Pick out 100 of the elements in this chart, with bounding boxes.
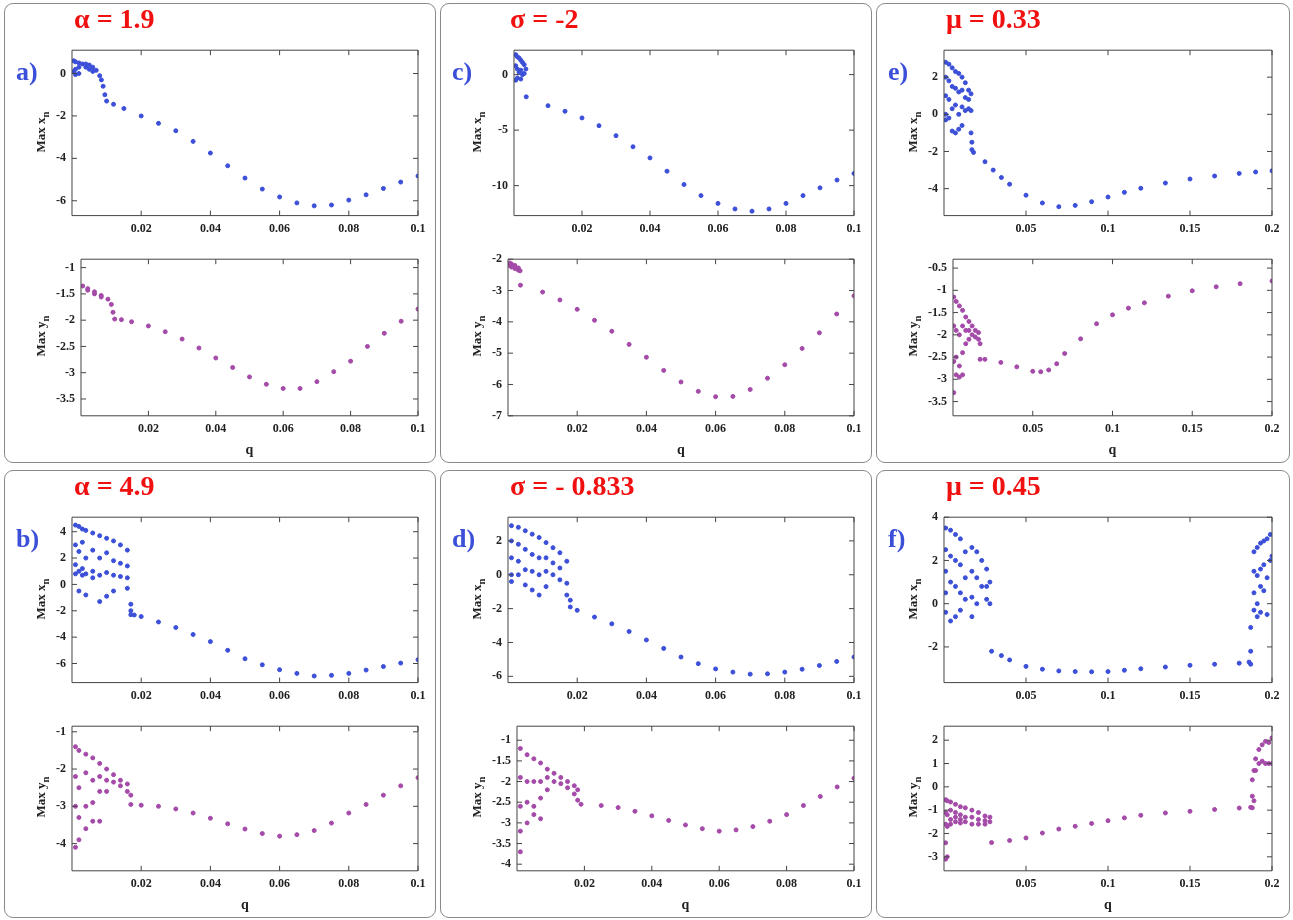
x-tick-label: 0.1	[846, 687, 862, 702]
y-tick-label: -2	[492, 600, 502, 615]
y-tick-label: -1.5	[56, 285, 75, 300]
x-tick-label: 0.08	[775, 220, 797, 235]
chart-title: α = 4.9	[74, 470, 155, 502]
x-tick-label: 0.06	[707, 220, 729, 235]
text: c)	[452, 57, 473, 87]
y-tick-label: -2.5	[492, 794, 511, 809]
y-tick-label: -2	[928, 825, 938, 840]
x-tick-label: 0.08	[774, 421, 796, 436]
y-tick-label: 0	[60, 576, 66, 591]
x-tick-label: 0.15	[1179, 876, 1201, 891]
y-tick-label: -6	[56, 655, 66, 670]
y-tick-label: -1	[937, 282, 947, 297]
x-axis-title: q	[681, 897, 690, 913]
x-tick-label: 0.08	[776, 876, 798, 891]
y-tick-label: -2	[65, 312, 75, 327]
y-tick-label: 0	[60, 65, 66, 80]
y-tick-label: -4	[492, 634, 502, 649]
x-tick-label: 0.08	[338, 876, 360, 891]
x-tick-label: 0.1	[410, 687, 426, 702]
y-tick-label: -1.5	[492, 753, 511, 767]
x-tick-label: 0.02	[566, 421, 588, 436]
y-tick-label: -1	[501, 732, 511, 747]
y-tick-label: -4	[56, 835, 66, 850]
y-tick-label: -4	[501, 856, 511, 871]
y-tick-label: -3	[492, 282, 502, 297]
x-tick-label: 0.08	[338, 220, 360, 235]
y-tick-label: -3	[56, 798, 66, 813]
x-tick-label: 0.2	[1264, 687, 1280, 702]
x-tick-label: 0.2	[1264, 421, 1280, 436]
y-tick-label: 4	[60, 523, 66, 538]
y-tick-label: -2.5	[56, 338, 75, 353]
x-axis-title: q	[241, 897, 250, 913]
chart-title: α = 1.9	[74, 3, 155, 35]
y-tick-label: -1.5	[928, 304, 947, 319]
chart-title: σ = -2	[510, 3, 579, 35]
y-tick-label: -10	[492, 177, 508, 192]
y-tick-label: -6	[56, 192, 66, 207]
y-tick-label: 0	[496, 566, 502, 581]
y-tick-label: 2	[932, 552, 938, 567]
x-tick-label: 0.06	[705, 421, 727, 436]
x-tick-label: 0.06	[708, 876, 730, 891]
x-tick-label: 0.1	[410, 876, 426, 891]
x-tick-label: 0.02	[130, 220, 152, 235]
x-tick-label: 0.05	[1015, 687, 1037, 702]
x-tick-label: 0.2	[1264, 220, 1280, 235]
y-tick-label: -2	[937, 326, 947, 341]
x-tick-label: 0.06	[269, 876, 291, 891]
text: a)	[16, 57, 38, 87]
text: d)	[452, 524, 476, 554]
text: b)	[16, 524, 40, 554]
x-tick-label: 0.02	[130, 687, 152, 702]
y-tick-label: -3.5	[928, 393, 947, 408]
text: f)	[888, 524, 906, 554]
x-tick-label: 0.06	[269, 687, 291, 702]
x-tick-label: 0.04	[635, 421, 657, 436]
y-tick-label: -2	[928, 639, 938, 654]
y-tick-label: 0	[502, 66, 508, 81]
y-tick-label: -3.5	[492, 835, 511, 850]
y-tick-label: -6	[492, 668, 502, 683]
y-tick-label: -3.5	[56, 391, 75, 406]
x-tick-label: 0.06	[705, 687, 727, 702]
x-tick-label: 0.04	[199, 220, 221, 235]
y-tick-label: -1	[56, 723, 66, 738]
x-tick-label: 0.02	[130, 876, 152, 891]
x-tick-label: 0.1	[1100, 687, 1116, 702]
y-tick-label: -4	[928, 180, 938, 195]
x-tick-label: 0.02	[566, 687, 588, 702]
x-tick-label: 0.06	[272, 421, 294, 436]
y-tick-label: -0.5	[928, 260, 947, 275]
x-tick-label: 0.1	[1105, 421, 1120, 436]
x-axis-title: q	[245, 442, 254, 458]
x-tick-label: 0.15	[1179, 687, 1201, 702]
x-tick-label: 0.15	[1181, 421, 1203, 436]
x-tick-label: 0.04	[639, 220, 661, 235]
x-tick-label: 0.08	[338, 687, 360, 702]
y-tick-label: 2	[932, 732, 938, 747]
x-tick-label: 0.04	[205, 421, 227, 436]
x-tick-label: 0.2	[1264, 876, 1280, 891]
chart-title: μ = 0.45	[946, 470, 1041, 502]
y-tick-label: -2.5	[928, 349, 947, 364]
x-axis-title: q	[1108, 442, 1117, 458]
x-tick-label: 0.05	[1015, 220, 1037, 235]
x-tick-label: 0.04	[199, 687, 221, 702]
y-tick-label: -2	[56, 761, 66, 776]
x-tick-label: 0.04	[635, 687, 657, 702]
x-tick-label: 0.02	[137, 421, 159, 436]
x-tick-label: 0.1	[410, 220, 426, 235]
y-tick-label: -2	[492, 251, 502, 266]
y-tick-label: -4	[56, 150, 66, 165]
y-tick-label: 2	[496, 532, 502, 547]
y-tick-label: -1	[65, 259, 75, 274]
x-tick-label: 0.15	[1179, 220, 1201, 235]
x-tick-label: 0.1	[846, 876, 862, 891]
y-tick-label: -3	[937, 371, 947, 386]
x-tick-label: 0.02	[571, 220, 593, 235]
x-tick-label: 0.08	[340, 421, 362, 436]
text: e)	[888, 57, 909, 87]
x-tick-label: 0.1	[1100, 876, 1116, 891]
